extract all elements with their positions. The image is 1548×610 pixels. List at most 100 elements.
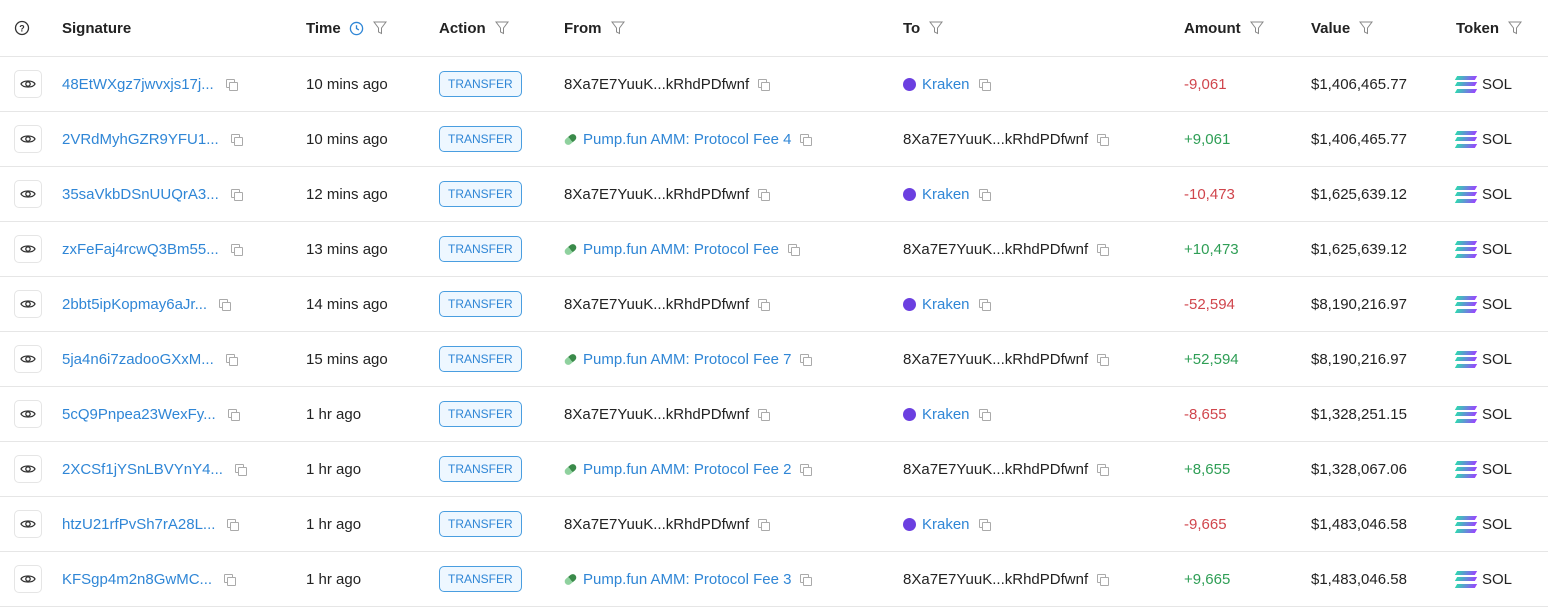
copy-icon[interactable]: [227, 408, 240, 421]
address-label-link[interactable]: Kraken: [922, 405, 970, 423]
from-cell: Pump.fun AMM: Protocol Fee: [563, 222, 800, 276]
copy-icon[interactable]: [978, 188, 991, 201]
address-label-link[interactable]: Pump.fun AMM: Protocol Fee 3: [583, 570, 792, 588]
filter-icon[interactable]: [1508, 21, 1523, 35]
copy-icon[interactable]: [227, 518, 240, 531]
signature-link[interactable]: 2bbt5ipKopmay6aJr...: [62, 295, 208, 313]
copy-icon[interactable]: [800, 463, 813, 476]
eye-icon: [20, 135, 36, 143]
signature-link[interactable]: 2VRdMyhGZR9YFU1...: [62, 130, 219, 148]
copy-icon[interactable]: [800, 353, 813, 366]
address-link[interactable]: 8Xa7E7YuuK...kRhdPDfwnf: [903, 570, 1089, 588]
address-link[interactable]: 8Xa7E7YuuK...kRhdPDfwnf: [564, 405, 750, 423]
copy-icon[interactable]: [758, 298, 771, 311]
signature-link[interactable]: 5cQ9Pnpea23WexFy...: [62, 405, 216, 423]
from-cell: Pump.fun AMM: Protocol Fee 3: [563, 552, 813, 606]
filter-icon[interactable]: [929, 21, 944, 35]
copy-icon[interactable]: [230, 243, 243, 256]
copy-icon[interactable]: [234, 463, 247, 476]
token-label[interactable]: SOL: [1482, 350, 1513, 368]
copy-icon[interactable]: [1097, 463, 1110, 476]
token-label[interactable]: SOL: [1482, 240, 1513, 258]
token-label[interactable]: SOL: [1482, 515, 1513, 533]
view-button[interactable]: [14, 125, 42, 153]
address-link[interactable]: 8Xa7E7YuuK...kRhdPDfwnf: [564, 185, 750, 203]
signature-link[interactable]: 5ja4n6i7zadooGXxM...: [62, 350, 214, 368]
copy-icon[interactable]: [230, 133, 243, 146]
to-cell: Kraken: [903, 167, 991, 221]
token-label[interactable]: SOL: [1482, 185, 1513, 203]
copy-icon[interactable]: [800, 133, 813, 146]
view-button[interactable]: [14, 345, 42, 373]
token-label[interactable]: SOL: [1482, 295, 1513, 313]
address-link[interactable]: 8Xa7E7YuuK...kRhdPDfwnf: [564, 295, 750, 313]
copy-icon[interactable]: [800, 573, 813, 586]
address-link[interactable]: 8Xa7E7YuuK...kRhdPDfwnf: [564, 75, 750, 93]
address-link[interactable]: 8Xa7E7YuuK...kRhdPDfwnf: [903, 240, 1089, 258]
address-label-link[interactable]: Pump.fun AMM: Protocol Fee 7: [583, 350, 792, 368]
signature-link[interactable]: zxFeFaj4rcwQ3Bm55...: [62, 240, 219, 258]
copy-icon[interactable]: [758, 78, 771, 91]
copy-icon[interactable]: [978, 408, 991, 421]
filter-icon[interactable]: [1249, 21, 1264, 35]
address-link[interactable]: 8Xa7E7YuuK...kRhdPDfwnf: [903, 460, 1089, 478]
copy-icon[interactable]: [1097, 573, 1110, 586]
value-cell: $1,483,046.58: [1311, 515, 1407, 533]
copy-icon[interactable]: [225, 353, 238, 366]
signature-link[interactable]: 35saVkbDSnUUQrA3...: [62, 185, 219, 203]
copy-icon[interactable]: [758, 188, 771, 201]
copy-icon[interactable]: [787, 243, 800, 256]
address-label-link[interactable]: Kraken: [922, 75, 970, 93]
token-label[interactable]: SOL: [1482, 460, 1513, 478]
time-cell: 15 mins ago: [306, 350, 388, 368]
copy-icon[interactable]: [1097, 133, 1110, 146]
token-label[interactable]: SOL: [1482, 130, 1513, 148]
signature-link[interactable]: 48EtWXgz7jwvxjs17j...: [62, 75, 214, 93]
token-label[interactable]: SOL: [1482, 75, 1513, 93]
value-cell: $1,625,639.12: [1311, 185, 1407, 203]
view-button[interactable]: [14, 70, 42, 98]
copy-icon[interactable]: [230, 188, 243, 201]
view-button[interactable]: [14, 400, 42, 428]
filter-icon[interactable]: [494, 21, 509, 35]
filter-icon[interactable]: [1359, 21, 1374, 35]
view-button[interactable]: [14, 510, 42, 538]
help-icon[interactable]: ?: [14, 0, 30, 56]
signature-link[interactable]: KFSgp4m2n8GwMC...: [62, 570, 213, 588]
view-button[interactable]: [14, 235, 42, 263]
clock-icon[interactable]: [349, 21, 364, 36]
copy-icon[interactable]: [758, 518, 771, 531]
copy-icon[interactable]: [1097, 243, 1110, 256]
copy-icon[interactable]: [758, 408, 771, 421]
copy-icon[interactable]: [224, 573, 237, 586]
view-button[interactable]: [14, 290, 42, 318]
address-link[interactable]: 8Xa7E7YuuK...kRhdPDfwnf: [903, 350, 1089, 368]
address-label-link[interactable]: Kraken: [922, 515, 970, 533]
view-button[interactable]: [14, 565, 42, 593]
action-badge: TRANSFER: [439, 401, 522, 427]
copy-icon[interactable]: [225, 78, 238, 91]
address-label-link[interactable]: Pump.fun AMM: Protocol Fee 2: [583, 460, 792, 478]
address-label-link[interactable]: Pump.fun AMM: Protocol Fee: [583, 240, 779, 258]
view-button[interactable]: [14, 455, 42, 483]
action-badge: TRANSFER: [439, 346, 522, 372]
signature-link[interactable]: 2XCSf1jYSnLBVYnY4...: [62, 460, 223, 478]
address-label-link[interactable]: Kraken: [922, 295, 970, 313]
copy-icon[interactable]: [978, 78, 991, 91]
address-link[interactable]: 8Xa7E7YuuK...kRhdPDfwnf: [564, 515, 750, 533]
address-label-link[interactable]: Kraken: [922, 185, 970, 203]
token-label[interactable]: SOL: [1482, 405, 1513, 423]
copy-icon[interactable]: [978, 518, 991, 531]
view-button[interactable]: [14, 180, 42, 208]
filter-icon[interactable]: [372, 21, 387, 35]
signature-link[interactable]: htzU21rfPvSh7rA28L...: [62, 515, 216, 533]
copy-icon[interactable]: [1097, 353, 1110, 366]
copy-icon[interactable]: [219, 298, 232, 311]
amount-cell: +52,594: [1184, 350, 1239, 368]
address-link[interactable]: 8Xa7E7YuuK...kRhdPDfwnf: [903, 130, 1089, 148]
filter-icon[interactable]: [610, 21, 625, 35]
address-label-link[interactable]: Pump.fun AMM: Protocol Fee 4: [583, 130, 792, 148]
to-cell: 8Xa7E7YuuK...kRhdPDfwnf: [903, 442, 1110, 496]
token-label[interactable]: SOL: [1482, 570, 1513, 588]
copy-icon[interactable]: [978, 298, 991, 311]
